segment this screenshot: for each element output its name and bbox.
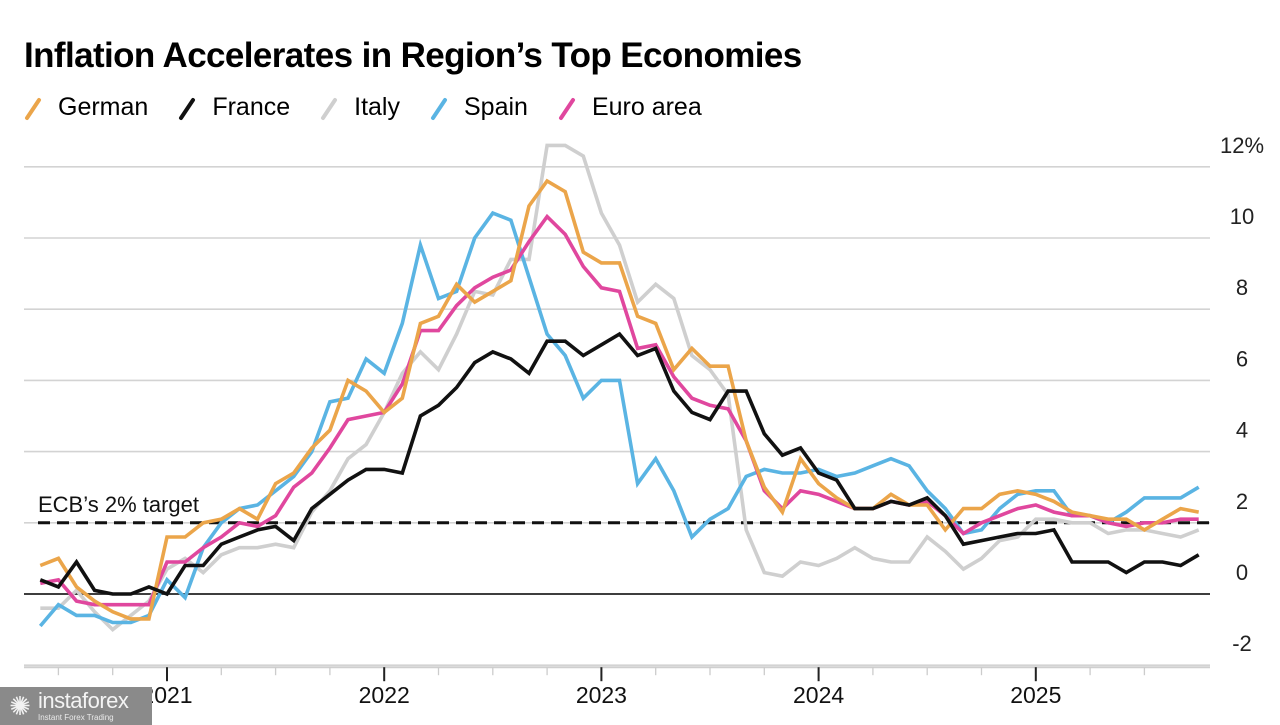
legend-swatch-spain — [430, 95, 450, 121]
series-line-euro-area — [39, 213, 1199, 607]
legend-label-france: France — [212, 93, 291, 121]
y-tick-label: 2 — [1236, 489, 1248, 514]
series-line-german — [39, 178, 1200, 621]
y-tick-label: 4 — [1236, 418, 1248, 443]
y-tick-label: -2 — [1232, 631, 1252, 656]
y-axis-ticks: 12% 10 8 6 4 2 0 -2 — [1220, 133, 1264, 656]
y-tick-label: 10 — [1230, 204, 1254, 229]
legend-label-euro-area: Euro area — [591, 93, 702, 121]
x-axis: 2021 2022 2023 2024 2025 — [24, 666, 1210, 708]
watermark-tagline: Instant Forex Trading — [38, 713, 114, 722]
legend-label-spain: Spain — [463, 93, 528, 121]
series-lines — [38, 143, 1200, 632]
legend-item-france: France — [178, 93, 290, 122]
y-tick-label: 8 — [1236, 275, 1248, 300]
legend-item-spain: Spain — [430, 93, 528, 122]
gear-logo-icon: ✺ — [9, 691, 31, 721]
watermark-brand: instaforex — [38, 688, 129, 713]
legend-swatch-euro-area — [558, 95, 578, 121]
legend-label-italy: Italy — [354, 93, 400, 121]
legend-item-german: German — [24, 93, 148, 122]
y-tick-label: 12% — [1220, 133, 1264, 158]
series-line-france — [39, 331, 1200, 597]
series-line-italy — [40, 143, 1200, 632]
legend-item-euro-area: Euro area — [558, 93, 702, 122]
legend: German France Italy Spain Euro area — [24, 93, 732, 122]
legend-item-italy: Italy — [320, 93, 400, 122]
x-tick-label: 2022 — [359, 682, 410, 708]
legend-label-german: German — [58, 93, 149, 121]
ecb-target-line: ECB’s 2% target — [38, 492, 1212, 525]
legend-swatch-france — [178, 95, 198, 121]
x-tick-label: 2025 — [1010, 682, 1061, 708]
target-annotation: ECB’s 2% target — [38, 492, 199, 517]
y-tick-label: 6 — [1236, 346, 1248, 371]
chart-title: Inflation Accelerates in Region’s Top Ec… — [24, 36, 802, 75]
legend-swatch-italy — [320, 95, 340, 121]
y-tick-label: 0 — [1236, 560, 1248, 585]
x-tick-label: 2023 — [576, 682, 627, 708]
legend-swatch-german — [24, 95, 44, 121]
watermark: ✺ instaforex Instant Forex Trading — [0, 687, 152, 725]
x-tick-label: 2024 — [793, 682, 844, 708]
